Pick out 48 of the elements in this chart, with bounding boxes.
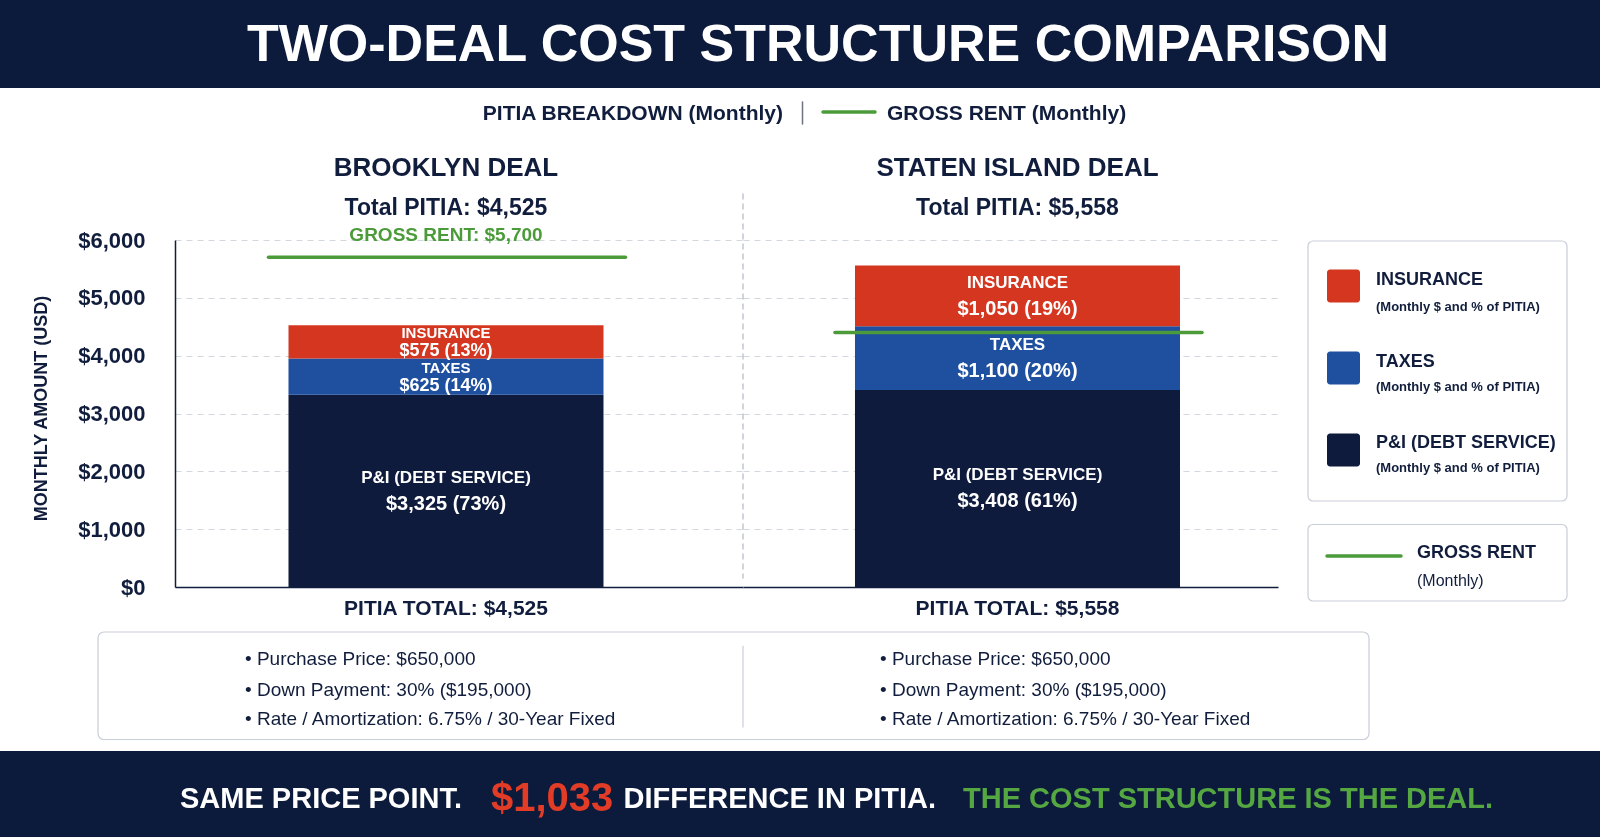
data-label: $575 (13%) — [399, 339, 493, 360]
text: $1,033 — [491, 775, 614, 819]
text: • Purchase Price: $650,000 — [880, 648, 1111, 669]
data-label: $3,408 (61%) — [957, 489, 1078, 512]
text: (Monthly $ and % of PITIA) — [1376, 379, 1540, 394]
bar — [288, 358, 604, 395]
y-tick-label: $4,000 — [78, 343, 146, 369]
chart-subtitle: Total PITIA: $5,558 — [916, 194, 1120, 220]
x-tick-label: PITIA TOTAL: $5,558 — [915, 595, 1120, 619]
text: SAME PRICE POINT. — [180, 782, 462, 814]
series-label: P&I (DEBT SERVICE) — [361, 467, 531, 487]
text: • Rate / Amortization: 6.75% / 30-Year Fixed — [880, 708, 1251, 729]
y-tick-label: $6,000 — [78, 227, 146, 253]
text: (Monthly $ and % of PITIA) — [1376, 298, 1540, 314]
data-label: $1,100 (20%) — [957, 359, 1078, 382]
y-tick-label: $1,000 — [78, 516, 146, 542]
chart-subtitle: Total PITIA: $4,525 — [344, 194, 548, 220]
text: • Purchase Price: $650,000 — [245, 648, 476, 669]
text: (Monthly $ and % of PITIA) — [1376, 460, 1540, 475]
data-label: $3,325 (73%) — [385, 491, 507, 514]
ref-line-label: GROSS RENT: $5,700 — [349, 224, 543, 246]
data-label: $1,050 (19%) — [957, 296, 1078, 319]
y-tick-label: $2,000 — [78, 458, 146, 484]
text: TAXES — [989, 335, 1046, 355]
legend-label: TAXES — [1376, 350, 1435, 371]
text: GROSS RENT (Monthly) — [887, 101, 1127, 124]
text: (Monthly) — [1417, 572, 1484, 589]
text: PITIA BREAKDOWN (Monthly) — [482, 101, 783, 124]
y-axis-title: MONTHLY AMOUNT (USD) — [30, 295, 51, 522]
text: GROSS RENT — [1417, 542, 1537, 562]
x-tick-label: PITIA TOTAL: $4,525 — [344, 595, 549, 619]
data-label: $625 (14%) — [399, 374, 493, 395]
chart-title: BROOKLYN DEAL — [333, 152, 559, 182]
text: • Down Payment: 30% ($195,000) — [245, 678, 532, 700]
y-tick-label: $5,000 — [78, 285, 146, 311]
legend-label: INSURANCE — [1376, 269, 1484, 289]
legend-label: P&I (DEBT SERVICE) — [1376, 432, 1556, 452]
text: INSURANCE — [966, 272, 1069, 292]
text: • Rate / Amortization: 6.75% / 30-Year Fixed — [245, 708, 616, 729]
chart-title: STATEN ISLAND DEAL — [876, 152, 1159, 182]
series-label: INSURANCE — [401, 323, 491, 341]
text: P&I (DEBT SERVICE) — [932, 465, 1103, 485]
text: • Down Payment: 30% ($195,000) — [880, 678, 1167, 700]
text: DIFFERENCE IN PITIA. — [623, 782, 937, 814]
text: THE COST STRUCTURE IS THE DEAL. — [963, 782, 1494, 814]
text: TWO-DEAL COST STRUCTURE COMPARISON — [246, 14, 1390, 72]
y-tick-label: $3,000 — [78, 401, 146, 426]
y-tick-label: $0 — [121, 574, 146, 600]
